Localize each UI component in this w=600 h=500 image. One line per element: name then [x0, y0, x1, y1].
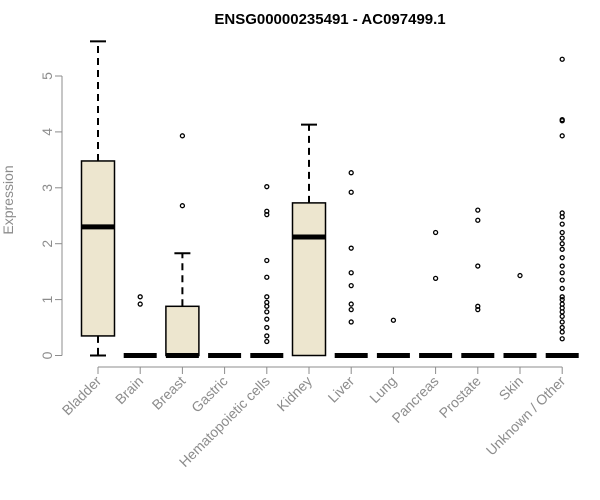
outlier-point [559, 255, 565, 261]
y-tick-label: 0 [39, 351, 55, 359]
outlier-point [264, 184, 270, 190]
box-group [376, 317, 410, 358]
outlier-point [559, 313, 565, 320]
box-group [334, 170, 368, 358]
box-group [80, 40, 116, 357]
outlier-point [559, 133, 565, 139]
outlier-point [348, 301, 354, 307]
outlier-point [348, 282, 354, 289]
y-axis: 0 1 2 3 4 5 [39, 72, 63, 359]
outlier-point [264, 324, 270, 331]
outlier-point [475, 207, 481, 213]
outlier-point [348, 189, 354, 195]
outlier-point [432, 275, 439, 282]
outlier-point [559, 270, 565, 276]
outlier-point [559, 221, 565, 227]
x-category-label: Liver [325, 373, 358, 406]
outlier-point [264, 309, 270, 315]
outlier-point [559, 285, 565, 292]
outlier-point [559, 301, 565, 307]
outlier-point [264, 316, 270, 322]
outlier-point [264, 333, 270, 339]
box-group [123, 294, 157, 358]
outlier-point [432, 229, 439, 236]
outlier-point [559, 56, 565, 62]
outlier-point [475, 303, 481, 309]
outlier-point [559, 246, 565, 252]
plot-area [80, 40, 579, 358]
x-category-label: Unknown / Other [483, 373, 569, 459]
box-group [250, 184, 284, 358]
x-category-label: Kidney [274, 373, 316, 415]
outlier-point [559, 210, 565, 216]
outlier-point [137, 294, 143, 300]
outlier-point [179, 133, 186, 139]
outlier-point [264, 294, 270, 300]
x-category-label: Brain [112, 373, 146, 407]
outlier-point [517, 272, 523, 279]
box-iqr [80, 160, 116, 337]
outlier-point [137, 301, 143, 307]
y-tick-label: 4 [39, 128, 55, 136]
y-tick-label: 1 [39, 295, 55, 303]
y-axis-label: Expression [0, 165, 16, 234]
box-group [503, 272, 537, 358]
outlier-point [475, 263, 481, 269]
outlier-point [559, 116, 565, 123]
box-iqr [165, 305, 200, 357]
outlier-point [348, 245, 354, 251]
outlier-point [559, 336, 565, 342]
outlier-point [264, 257, 270, 264]
box-group [545, 56, 579, 358]
y-tick-label: 2 [39, 240, 55, 248]
outlier-point [264, 338, 270, 345]
outlier-point [559, 235, 565, 241]
box-group [461, 207, 495, 358]
outlier-point [559, 263, 565, 269]
chart-title: ENSG00000235491 - AC097499.1 [214, 11, 445, 28]
outlier-point [348, 307, 354, 313]
outlier-point [559, 229, 565, 236]
x-category-label: Skin [496, 373, 527, 404]
outlier-point [559, 319, 565, 325]
y-tick-label: 3 [39, 184, 55, 192]
x-category-label: Bladder [59, 373, 105, 419]
x-category-label: Lung [366, 373, 399, 406]
outlier-point [179, 203, 186, 209]
x-category-label: Breast [149, 373, 189, 413]
x-category-label: Pancreas [389, 373, 442, 426]
outlier-point [559, 324, 565, 331]
box-group [165, 133, 200, 358]
outlier-point [559, 296, 565, 303]
outlier-point [390, 317, 397, 323]
outlier-point [348, 170, 354, 176]
outlier-point [348, 319, 354, 325]
x-category-label: Prostate [436, 373, 484, 421]
y-tick-label: 5 [39, 72, 55, 80]
outlier-point [559, 277, 565, 283]
box-group [291, 123, 327, 357]
outlier-point [475, 217, 481, 223]
outlier-point [348, 270, 354, 276]
outlier-point [559, 294, 565, 300]
outlier-point [559, 241, 565, 247]
box-group [419, 229, 453, 358]
outlier-point [264, 208, 270, 214]
box-iqr [291, 202, 327, 357]
outlier-point [264, 274, 270, 280]
outlier-point [559, 329, 565, 335]
outlier-point [264, 299, 270, 306]
